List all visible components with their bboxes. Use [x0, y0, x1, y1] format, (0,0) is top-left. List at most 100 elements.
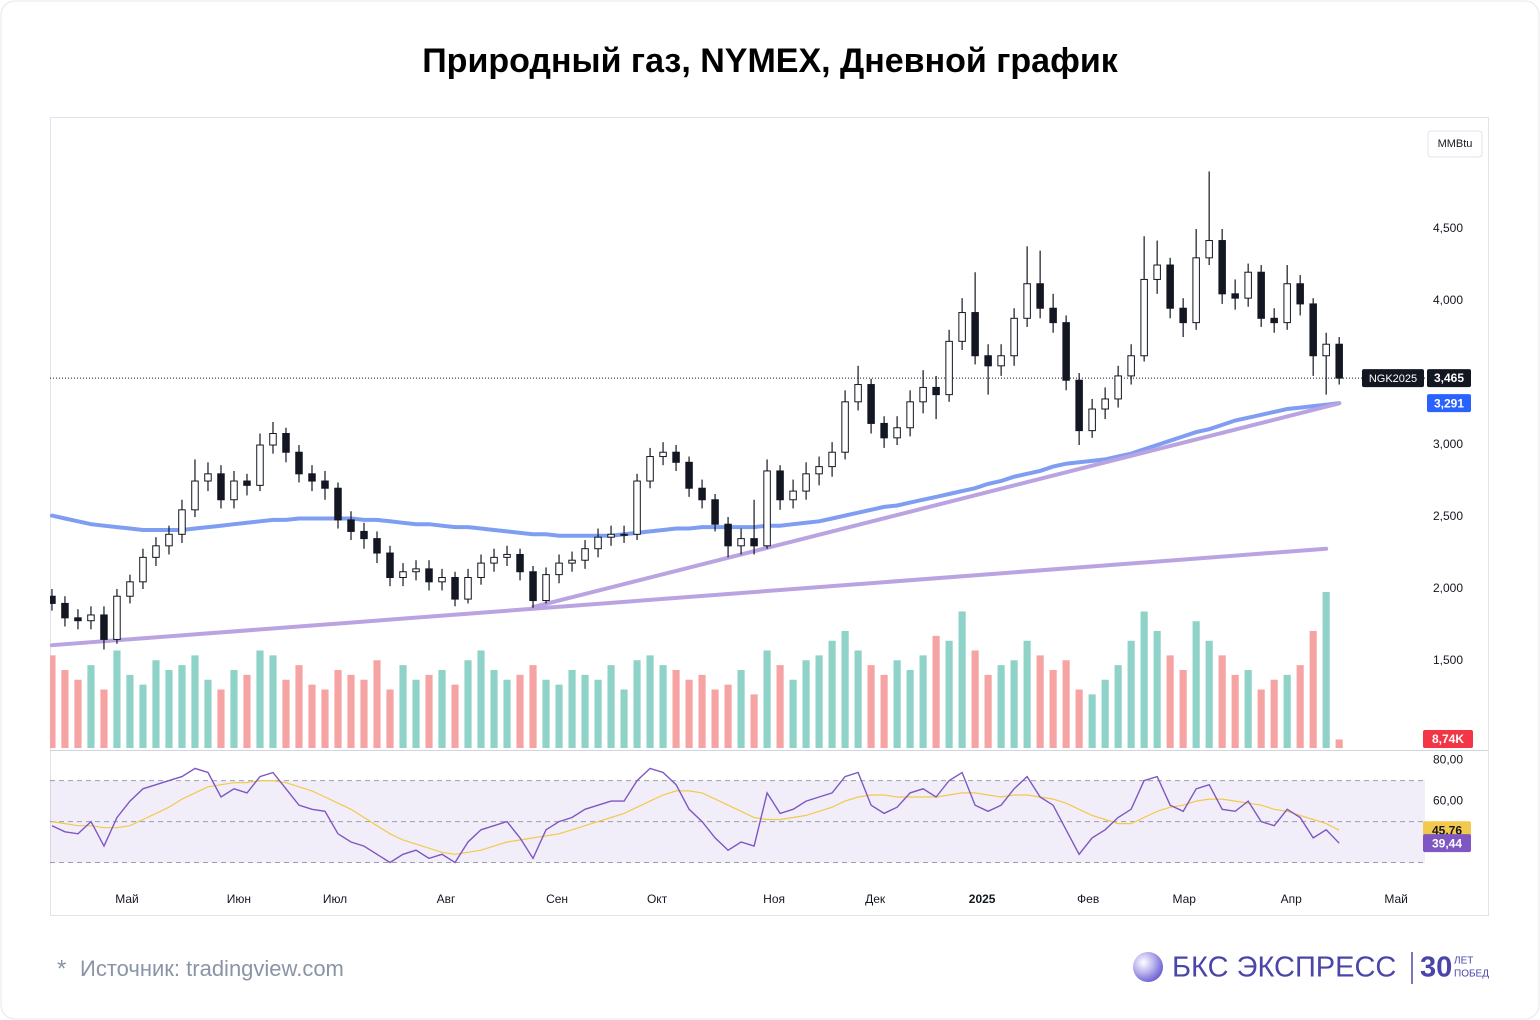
- axis-layer: Май Июн Июл Авг Сен Окт Ноя Дек 2025 Фев Мар Апр Май…: [115, 221, 1473, 906]
- candle-body: [269, 433, 277, 446]
- volume-bar: [360, 679, 368, 748]
- volume-bar: [1101, 679, 1109, 748]
- volume-bar: [1231, 674, 1239, 748]
- volume-bar: [542, 679, 550, 748]
- moving-average: [50, 401, 1342, 538]
- rsi-ma-line: [51, 780, 1340, 855]
- volume-layer: [50, 592, 1343, 748]
- volume-bar: [230, 670, 238, 748]
- chart-title: Природный газ, NYMEX, Дневной график: [422, 42, 1118, 80]
- candle-body: [919, 386, 927, 403]
- candle-body: [1283, 283, 1291, 324]
- candle-body: [100, 614, 108, 640]
- rsi-line: [51, 767, 1340, 864]
- volume-bar: [932, 635, 940, 748]
- candle-body: [1231, 293, 1239, 299]
- y-tick-label: 3,000: [1433, 437, 1463, 451]
- candle-body: [932, 386, 940, 396]
- volume-bar: [1192, 621, 1200, 748]
- volume-bar: [347, 674, 355, 748]
- ma-label-bg: [1427, 394, 1471, 413]
- candle-body: [893, 427, 901, 439]
- volume-bar: [1075, 689, 1083, 748]
- volume-bar: [516, 674, 524, 748]
- rsi-tick-label: 80,00: [1433, 752, 1463, 766]
- volume-bar: [1166, 655, 1174, 748]
- volume-bar: [1049, 670, 1057, 748]
- volume-bar: [646, 655, 654, 748]
- volume-bar: [880, 674, 888, 748]
- volume-bar: [152, 660, 160, 748]
- candle-body: [1296, 283, 1304, 305]
- candle-body: [1192, 257, 1200, 324]
- volume-bar: [61, 670, 69, 748]
- volume-bar: [412, 679, 420, 748]
- volume-bar: [776, 665, 784, 748]
- candle-body: [1244, 271, 1252, 299]
- candle-body: [711, 499, 719, 525]
- volume-bar: [529, 665, 537, 748]
- x-tick-label: Окт: [647, 892, 668, 906]
- y-tick-label: 2,000: [1433, 581, 1463, 595]
- candle-body: [763, 470, 771, 547]
- candle-body: [1140, 278, 1148, 357]
- candle-body: [464, 577, 472, 600]
- candle-body: [295, 451, 303, 475]
- volume-bar: [308, 684, 316, 748]
- candle-body: [1153, 264, 1161, 280]
- volume-bar: [789, 679, 797, 748]
- volume-label-bg: [1423, 730, 1473, 748]
- source: Источник: tradingview.com: [80, 956, 344, 981]
- volume-bar: [1036, 655, 1044, 748]
- x-tick-label: Июл: [323, 892, 347, 906]
- volume-bar: [269, 655, 277, 748]
- candle-body: [620, 533, 628, 536]
- volume-bar: [74, 679, 82, 748]
- volume-bar: [295, 665, 303, 748]
- candle-body: [776, 470, 784, 501]
- candle-body: [802, 473, 810, 492]
- x-tick-label: Дек: [865, 892, 886, 906]
- x-tick-label: Июн: [227, 892, 251, 906]
- volume-bar: [1257, 689, 1265, 748]
- volume-bar: [971, 650, 979, 748]
- volume-bar: [594, 679, 602, 748]
- volume-bar: [893, 660, 901, 748]
- candle-body: [373, 538, 381, 554]
- volume-bar: [711, 689, 719, 748]
- y-tick-label: 4,000: [1433, 293, 1463, 307]
- volume-bar: [633, 660, 641, 748]
- brand-logo: [1133, 952, 1163, 982]
- candle-body: [672, 451, 680, 463]
- candle-body: [750, 538, 758, 547]
- volume-bar: [204, 679, 212, 748]
- last-price-label: 3,465: [1434, 371, 1464, 385]
- candle-body: [1036, 283, 1044, 309]
- volume-bar: [1179, 670, 1187, 748]
- volume-bar: [841, 631, 849, 748]
- candle-body: [737, 538, 745, 547]
- unit-box: [1427, 130, 1483, 158]
- volume-bar: [945, 640, 953, 748]
- candle-body: [906, 401, 914, 429]
- volume-bar: [243, 674, 251, 748]
- volume-bar: [659, 665, 667, 748]
- candle-body: [1010, 317, 1018, 357]
- candle-body: [126, 581, 134, 597]
- volume-bar: [1088, 694, 1096, 748]
- volume-bar: [724, 684, 732, 748]
- volume-bar: [1270, 679, 1278, 748]
- candle-body: [308, 473, 316, 482]
- volume-bar: [607, 665, 615, 748]
- last-price-label-bg: [1427, 369, 1471, 388]
- volume-bar: [958, 611, 966, 748]
- volume-bar: [1218, 655, 1226, 748]
- candle-body: [1075, 379, 1083, 432]
- volume-bar: [568, 670, 576, 748]
- candle-body: [1322, 343, 1330, 357]
- volume-bar: [1062, 660, 1070, 748]
- volume-bar: [1283, 674, 1291, 748]
- volume-bar: [685, 679, 693, 748]
